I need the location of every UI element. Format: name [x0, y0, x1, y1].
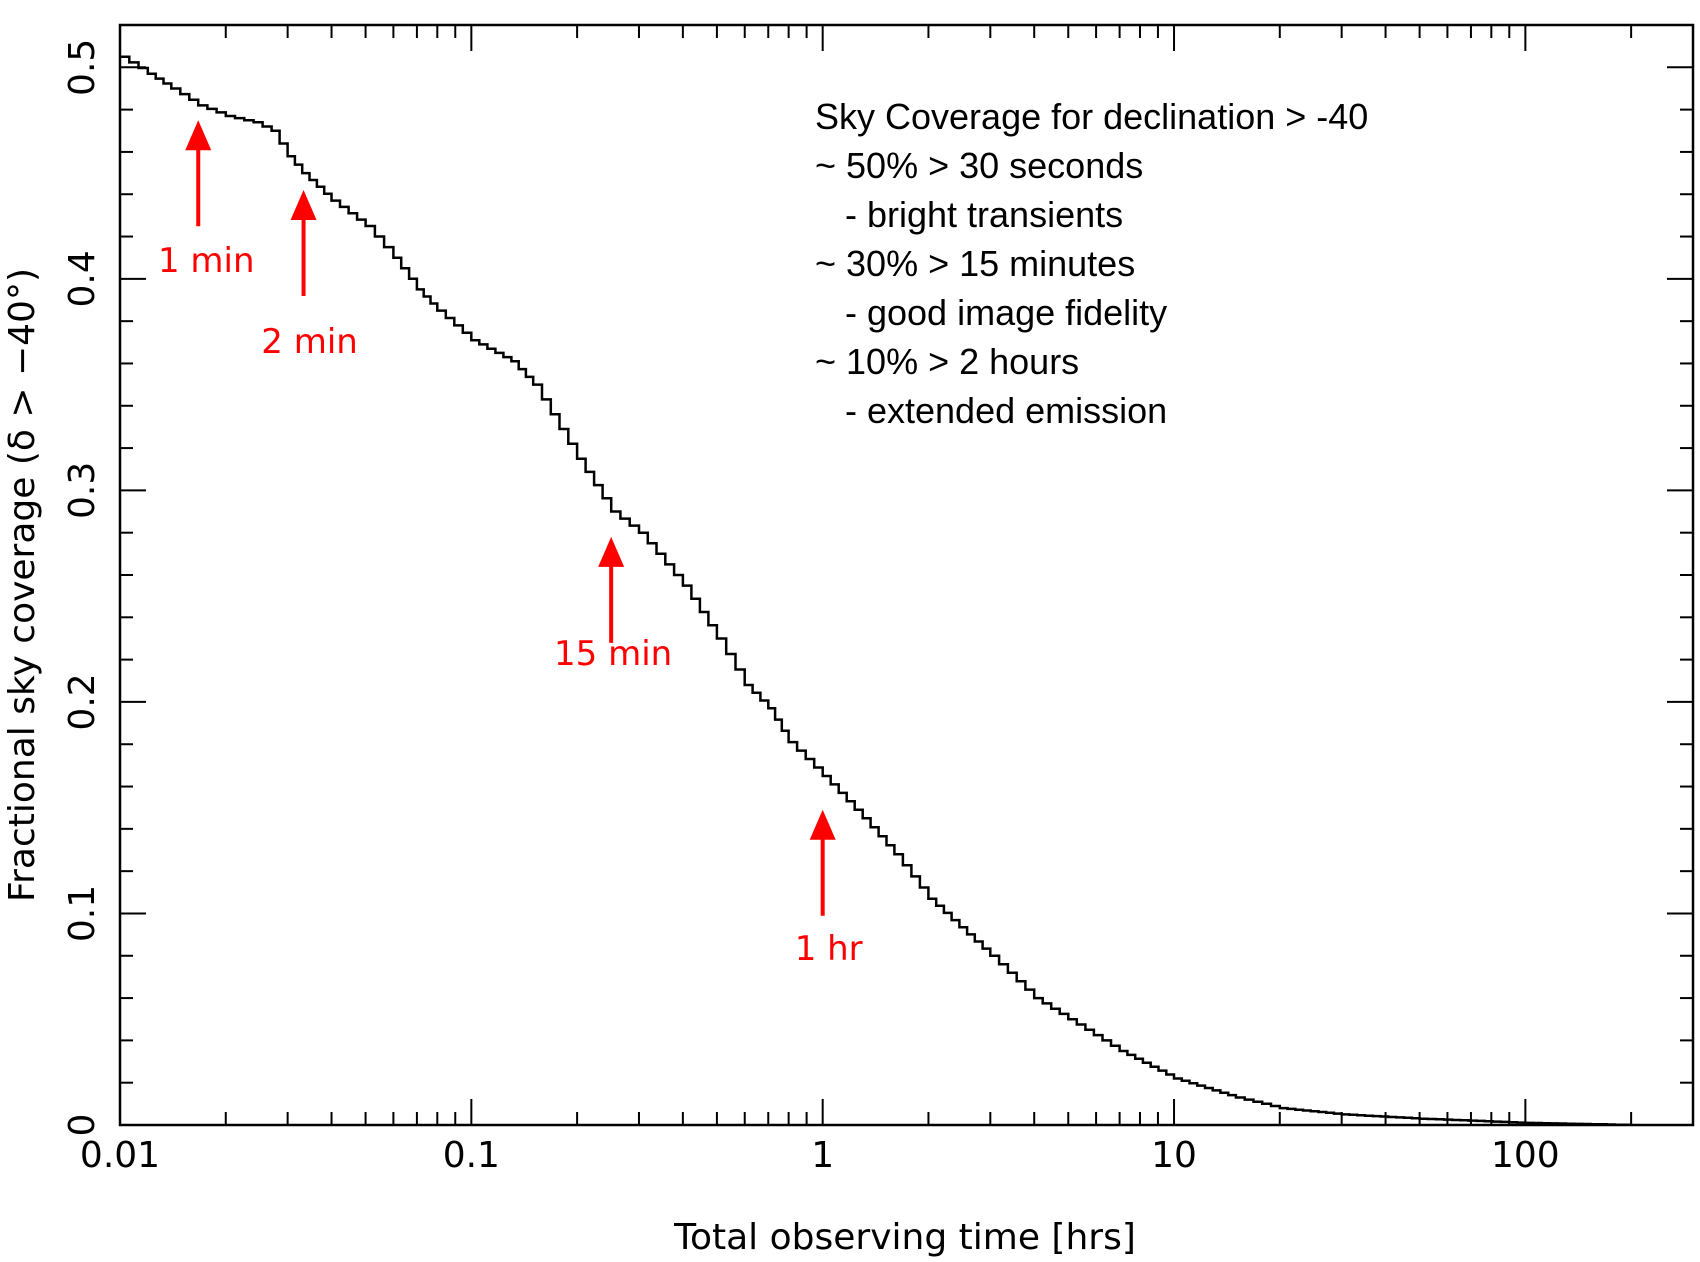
marker-arrow-head: [185, 120, 212, 151]
info-line: Sky Coverage for declination > -40: [815, 96, 1368, 137]
y-tick-label: 0.4: [62, 250, 103, 307]
x-axis-label: Total observing time [hrs]: [673, 1217, 1136, 1258]
y-tick-label: 0.2: [62, 673, 103, 730]
x-tick-label: 1: [811, 1135, 834, 1176]
axis-ticks: [119, 24, 1694, 1126]
y-tick-label: 0.5: [62, 39, 103, 96]
info-line: ~ 50% > 30 seconds: [815, 145, 1143, 186]
x-tick-label: 100: [1491, 1135, 1560, 1176]
marker-label: 1 min: [158, 241, 255, 281]
marker-label: 1 hr: [795, 929, 863, 969]
y-axis-label: Fractional sky coverage (δ > −40°): [2, 268, 43, 902]
plot-frame: [118, 23, 1695, 1127]
y-tick-label: 0.3: [62, 462, 103, 519]
time-markers: 1 min 2 min 15 min 1 hr: [158, 120, 863, 969]
info-textbox: Sky Coverage for declination > -40 ~ 50% …: [815, 96, 1368, 431]
info-line: - extended emission: [845, 390, 1167, 431]
info-line: ~ 30% > 15 minutes: [815, 243, 1135, 284]
info-line: - bright transients: [845, 194, 1123, 235]
marker-label: 15 min: [554, 634, 672, 674]
info-line: - good image fidelity: [845, 292, 1167, 333]
marker-arrow-head: [809, 809, 836, 840]
x-tick-label: 0.01: [80, 1135, 160, 1176]
marker-label: 2 min: [261, 322, 358, 362]
coverage-curve: [120, 55, 1633, 1127]
axis-tick-labels: 0.01 0.1 1 10 100 0 0.1 0.2 0.3 0.4 0.5: [62, 39, 1560, 1176]
marker-arrow-head: [290, 190, 317, 220]
x-tick-label: 10: [1151, 1135, 1197, 1176]
y-tick-label: 0.1: [62, 885, 103, 942]
x-tick-label: 0.1: [443, 1135, 500, 1176]
marker-arrow-head: [598, 536, 625, 567]
y-tick-label: 0: [62, 1114, 103, 1137]
info-line: ~ 10% > 2 hours: [815, 341, 1079, 382]
